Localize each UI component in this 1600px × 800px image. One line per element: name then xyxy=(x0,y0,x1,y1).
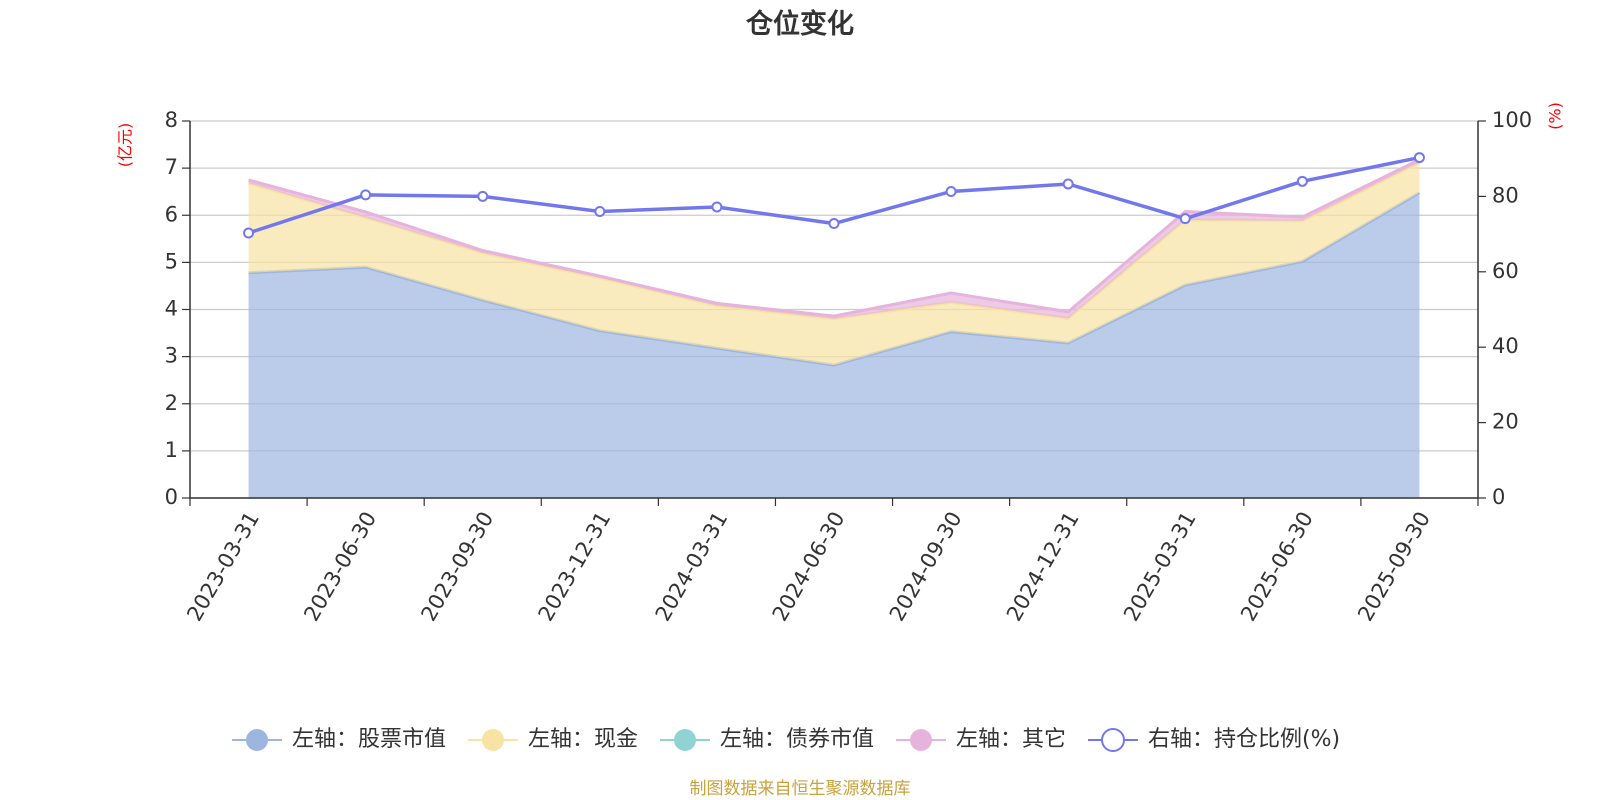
line-point xyxy=(945,185,957,197)
line-point xyxy=(1062,178,1074,190)
x-axis-label: 2025-06-30 xyxy=(1236,508,1318,626)
x-axis-label: 2023-09-30 xyxy=(416,508,498,626)
left-axis-tick-label: 0 xyxy=(165,485,178,509)
line-point xyxy=(594,205,606,217)
legend-swatch-marker xyxy=(482,729,504,751)
line-series xyxy=(243,152,1425,239)
x-axis-label: 2024-03-31 xyxy=(651,508,733,626)
legend-swatch-marker xyxy=(910,729,932,751)
legend-swatch-marker xyxy=(246,729,268,751)
legend-label: 左轴：股票市值 xyxy=(292,727,446,752)
area-左轴：股票市值 xyxy=(248,192,1420,498)
left-axis-tick-label: 7 xyxy=(165,155,178,179)
line-point xyxy=(828,218,840,230)
legend-item: 左轴：股票市值 xyxy=(232,727,446,752)
x-axis-label: 2024-06-30 xyxy=(768,508,850,626)
right-axis-tick-label: 60 xyxy=(1492,259,1519,283)
legend-label: 左轴：其它 xyxy=(956,727,1066,752)
legend-label: 右轴：持仓比例(%) xyxy=(1148,727,1340,752)
legend-label: 左轴：现金 xyxy=(528,727,638,752)
x-axis-label: 2024-09-30 xyxy=(885,508,967,626)
left-axis-tick-label: 2 xyxy=(165,391,178,415)
line-point xyxy=(1179,213,1191,225)
right-axis-tick-label: 100 xyxy=(1492,108,1532,132)
source-note: 制图数据来自恒生聚源数据库 xyxy=(690,779,911,799)
right-axis-unit: (%) xyxy=(1546,102,1565,130)
left-axis-tick-label: 1 xyxy=(165,438,178,462)
line-point xyxy=(711,201,723,213)
left-axis-tick-label: 6 xyxy=(165,202,178,226)
line-point xyxy=(1413,152,1425,164)
x-axis-label: 2025-03-31 xyxy=(1119,508,1201,626)
legend-item: 左轴：债券市值 xyxy=(660,727,874,752)
right-axis-tick-label: 20 xyxy=(1492,410,1519,434)
x-axis-label: 2023-12-31 xyxy=(534,508,616,626)
right-axis-tick-label: 40 xyxy=(1492,334,1519,358)
line-point xyxy=(243,227,255,239)
legend: 左轴：股票市值 左轴：现金 左轴：债券市值 左轴：其它 右轴：持仓比例(%) xyxy=(232,727,1340,752)
line-point xyxy=(477,190,489,202)
chart-title: 仓位变化 xyxy=(745,8,854,40)
line-point xyxy=(1296,175,1308,187)
area-edge-左轴：其它 xyxy=(248,158,1421,318)
area-series xyxy=(248,158,1421,498)
legend-swatch-marker xyxy=(674,729,696,751)
x-axis-label: 2023-03-31 xyxy=(182,508,264,626)
right-axis-tick-label: 80 xyxy=(1492,183,1519,207)
x-axis-label: 2024-12-31 xyxy=(1002,508,1084,626)
area-左轴：现金 xyxy=(248,162,1420,366)
x-axis-label: 2023-06-30 xyxy=(299,508,381,626)
legend-item: 右轴：持仓比例(%) xyxy=(1088,727,1340,752)
legend-item: 左轴：现金 xyxy=(468,727,638,752)
left-axis-tick-label: 8 xyxy=(165,108,178,132)
left-axis-unit: (亿元) xyxy=(116,123,135,168)
x-axis-label: 2025-09-30 xyxy=(1353,508,1435,626)
line-point xyxy=(360,189,372,201)
left-axis-tick-label: 3 xyxy=(165,344,178,368)
legend-item: 左轴：其它 xyxy=(896,727,1066,752)
left-axis-tick-label: 4 xyxy=(165,297,178,321)
left-axis-tick-label: 5 xyxy=(165,249,178,273)
right-axis-tick-label: 0 xyxy=(1492,485,1505,509)
legend-label: 左轴：债券市值 xyxy=(720,727,874,752)
legend-swatch-marker xyxy=(1101,728,1125,752)
